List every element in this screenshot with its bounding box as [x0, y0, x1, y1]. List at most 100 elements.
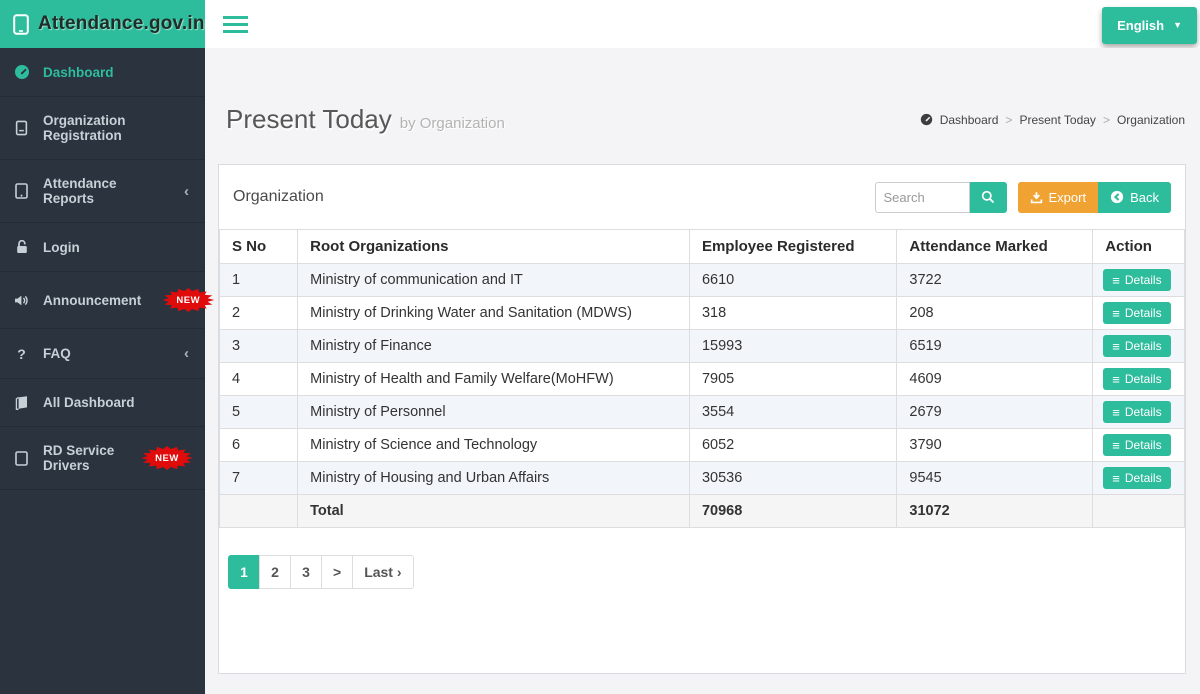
sidebar-item-label: All Dashboard: [43, 395, 135, 410]
cell-registered: 3554: [688, 395, 898, 429]
cell-registered: 30536: [688, 461, 898, 495]
sidebar-item-label: Announcement: [43, 292, 142, 308]
new-badge: NEW: [141, 446, 193, 470]
details-button[interactable]: ≡ Details: [1103, 269, 1171, 291]
sidebar: Dashboard Organization Registration Atte…: [0, 48, 215, 694]
cell-action: ≡ Details: [1092, 461, 1185, 495]
breadcrumb-separator: >: [1005, 112, 1013, 127]
question-icon: ?: [17, 345, 26, 362]
page-next[interactable]: >: [321, 555, 354, 589]
back-button[interactable]: Back: [1098, 181, 1171, 213]
details-button[interactable]: ≡ Details: [1103, 467, 1171, 489]
page-subtitle: by Organization: [399, 115, 505, 132]
cell-org: Ministry of Personnel: [297, 395, 690, 429]
details-button[interactable]: ≡ Details: [1103, 401, 1171, 423]
export-label: Export: [1048, 189, 1087, 205]
cell-marked: 3790: [896, 428, 1094, 462]
cell-org: Ministry of communication and IT: [297, 263, 690, 297]
cell-org: Ministry of Finance: [297, 329, 690, 363]
sidebar-item-login[interactable]: Login: [0, 223, 205, 272]
sidebar-item-dashboard[interactable]: Dashboard: [0, 48, 205, 97]
hamburger-icon: ≡: [1112, 371, 1120, 387]
hamburger-menu-icon[interactable]: [217, 10, 254, 39]
col-attendance-marked: Attendance Marked: [896, 229, 1094, 264]
total-registered: 70968: [688, 494, 898, 528]
cell-org: Ministry of Drinking Water and Sanitatio…: [297, 296, 690, 330]
page-last[interactable]: Last ›: [352, 555, 414, 589]
sidebar-item-faq[interactable]: ? FAQ ‹: [0, 329, 205, 379]
sidebar-item-label: FAQ: [43, 346, 71, 361]
breadcrumb-separator: >: [1102, 112, 1110, 127]
topbar: English ▼: [205, 0, 1200, 48]
sidebar-item-all-dashboard[interactable]: All Dashboard: [0, 379, 205, 427]
sidebar-item-label: Dashboard: [43, 64, 114, 80]
registration-book-icon: [13, 120, 30, 136]
breadcrumb-present-today[interactable]: Present Today: [1019, 112, 1096, 127]
search-input[interactable]: [874, 181, 970, 213]
language-dropdown[interactable]: English ▼: [1102, 6, 1197, 44]
sidebar-item-label: Attendance Reports: [43, 176, 117, 206]
speaker-icon: [13, 293, 30, 308]
details-label: Details: [1124, 273, 1162, 287]
details-button[interactable]: ≡ Details: [1103, 434, 1171, 456]
page-1[interactable]: 1: [228, 555, 260, 589]
cell-org: Ministry of Housing and Urban Affairs: [297, 461, 690, 495]
table-row: 4 Ministry of Health and Family Welfare(…: [218, 362, 1185, 396]
search-icon: [981, 190, 995, 204]
page-2[interactable]: 2: [259, 555, 291, 589]
page-title: Present Today: [226, 104, 392, 134]
brand-logo[interactable]: Attendance.gov.in: [0, 0, 205, 48]
new-badge: NEW: [162, 288, 215, 312]
hamburger-icon: ≡: [1112, 404, 1120, 420]
sidebar-item-attendance-reports[interactable]: Attendance Reports ‹: [0, 160, 205, 223]
total-marked: 31072: [896, 494, 1094, 528]
unlock-icon: [13, 239, 30, 255]
content-header: Present Today by Organization Dashboard >…: [205, 48, 1200, 135]
table-row: 6 Ministry of Science and Technology 605…: [218, 428, 1185, 462]
sidebar-item-label: Login: [43, 239, 80, 255]
pagination: 1 2 3 > Last ›: [228, 555, 414, 589]
cell-sno: 1: [218, 263, 299, 297]
total-label: Total: [297, 494, 690, 528]
cell-sno-empty: [218, 494, 299, 528]
export-button[interactable]: Export: [1017, 181, 1099, 213]
search-button[interactable]: [969, 181, 1007, 213]
table-row: 1 Ministry of communication and IT 6610 …: [218, 263, 1185, 297]
details-label: Details: [1124, 405, 1162, 419]
cell-registered: 7905: [688, 362, 898, 396]
details-button[interactable]: ≡ Details: [1103, 335, 1171, 357]
cell-marked: 3722: [896, 263, 1094, 297]
search-group: [874, 181, 1007, 213]
cell-action: ≡ Details: [1092, 263, 1185, 297]
sidebar-item-rd-service-drivers[interactable]: RD Service Drivers NEW: [0, 427, 205, 490]
cell-marked: 6519: [896, 329, 1094, 363]
cell-registered: 318: [688, 296, 898, 330]
tablet-icon: [13, 183, 30, 199]
chevron-left-icon: ‹: [184, 345, 189, 362]
cell-registered: 6610: [688, 263, 898, 297]
download-icon: [1030, 191, 1043, 204]
page-title-block: Present Today by Organization: [226, 104, 505, 135]
details-label: Details: [1124, 339, 1162, 353]
hamburger-icon: ≡: [1112, 470, 1120, 486]
hamburger-icon: ≡: [1112, 437, 1120, 453]
brand-title: Attendance.gov.in: [38, 13, 205, 34]
dashboard-icon: [920, 113, 933, 126]
cell-registered: 15993: [688, 329, 898, 363]
cell-marked: 4609: [896, 362, 1094, 396]
details-button[interactable]: ≡ Details: [1103, 368, 1171, 390]
cell-sno: 6: [218, 428, 299, 462]
col-action: Action: [1092, 229, 1185, 264]
cell-org: Ministry of Science and Technology: [297, 428, 690, 462]
breadcrumb-dashboard[interactable]: Dashboard: [939, 112, 999, 127]
page-3[interactable]: 3: [290, 555, 322, 589]
cell-action: ≡ Details: [1092, 362, 1185, 396]
col-sno: S No: [218, 229, 299, 264]
cell-action-empty: [1092, 494, 1185, 528]
details-button[interactable]: ≡ Details: [1103, 302, 1171, 324]
sidebar-item-announcement[interactable]: Announcement NEW: [0, 272, 215, 329]
cell-org: Ministry of Health and Family Welfare(Mo…: [297, 362, 690, 396]
sidebar-item-organization-registration[interactable]: Organization Registration: [0, 97, 205, 160]
table-row: 5 Ministry of Personnel 3554 2679 ≡ Detai…: [218, 395, 1185, 429]
right-column: English ▼ Present Today by Organization D…: [205, 0, 1200, 694]
